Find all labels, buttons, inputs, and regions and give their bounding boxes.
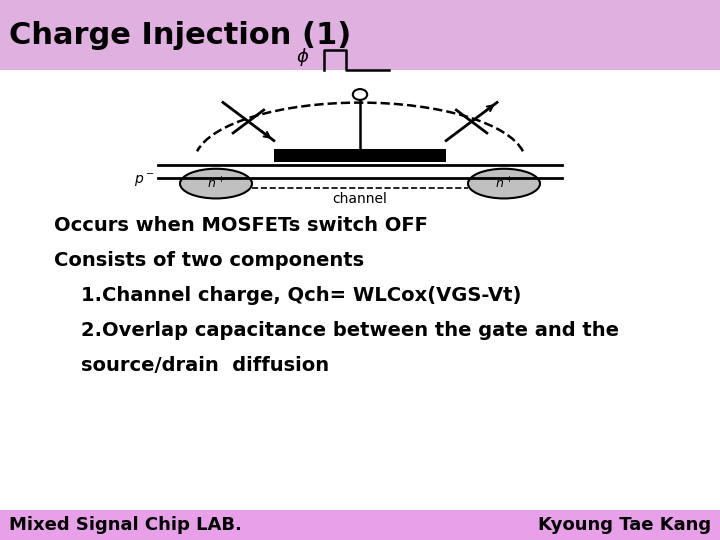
Text: $\phi$: $\phi$ — [296, 46, 309, 68]
Text: 1.Channel charge, Qch= WLCox(VGS-Vt): 1.Channel charge, Qch= WLCox(VGS-Vt) — [54, 286, 521, 305]
Text: Kyoung Tae Kang: Kyoung Tae Kang — [539, 516, 711, 534]
Text: $n^+$: $n^+$ — [495, 176, 513, 191]
Text: Occurs when MOSFETs switch OFF: Occurs when MOSFETs switch OFF — [54, 216, 428, 235]
Text: 2.Overlap capacitance between the gate and the: 2.Overlap capacitance between the gate a… — [54, 321, 619, 340]
Text: source/drain  diffusion: source/drain diffusion — [54, 356, 329, 375]
Text: Charge Injection (1): Charge Injection (1) — [9, 21, 351, 50]
Bar — [0, 0, 720, 70]
Text: Mixed Signal Chip LAB.: Mixed Signal Chip LAB. — [9, 516, 241, 534]
Text: Consists of two components: Consists of two components — [54, 251, 364, 270]
Text: $p^-$: $p^-$ — [134, 172, 155, 190]
Bar — [0, 510, 720, 540]
Text: channel: channel — [333, 192, 387, 206]
Ellipse shape — [180, 168, 252, 199]
Bar — [274, 148, 446, 162]
Text: $n^+$: $n^+$ — [207, 176, 225, 191]
Ellipse shape — [468, 168, 540, 199]
